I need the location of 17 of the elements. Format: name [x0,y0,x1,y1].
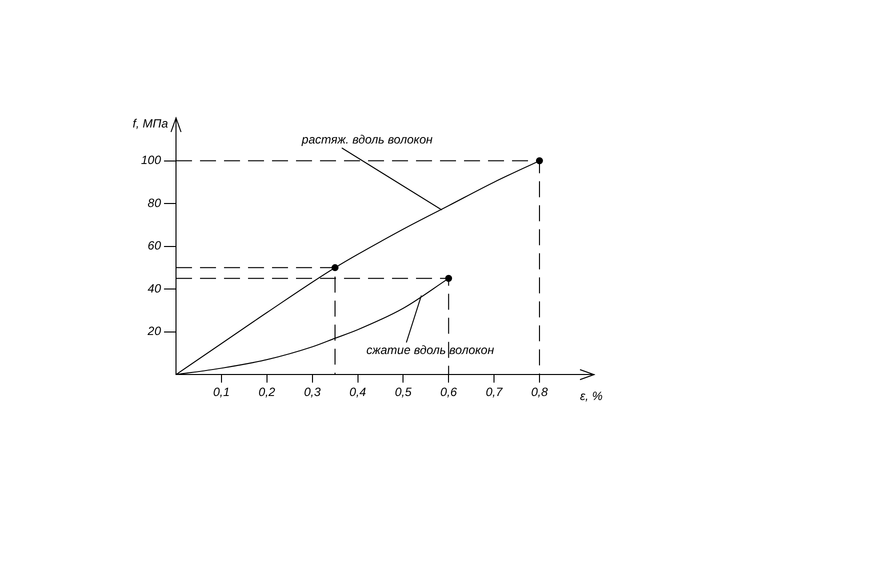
x-tick-label: 0,2 [258,385,276,400]
x-tick-label: 0,5 [394,385,412,400]
x-tick-label: 0,7 [486,385,504,400]
y-tick-label: 60 [148,238,162,253]
y-tick-label: 20 [146,324,162,338]
y-tick-label: 100 [140,153,162,168]
annotation: растяж. вдоль волокон [300,132,433,146]
y-axis-title: f, МПа [132,116,168,130]
y-tick-label: 80 [148,196,162,210]
x-tick-label: 0,1 [213,385,230,400]
x-tick-label: 0,4 [349,385,366,400]
y-tick-label: 40 [148,281,162,296]
x-axis-title: ε, % [580,388,603,403]
x-tick-label: 0,3 [304,385,321,400]
x-tick-label: 0,8 [531,385,548,400]
x-tick-label: 0,6 [440,385,458,400]
annotation: сжатие вдоль волокон [366,342,494,357]
